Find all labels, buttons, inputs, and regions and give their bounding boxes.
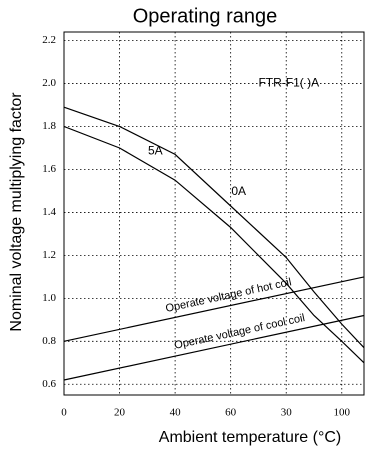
series-line xyxy=(63,125,365,364)
y-tick-label: 1.2 xyxy=(42,249,56,261)
series-label: 0A xyxy=(231,184,246,198)
annotation: FTR-F1( )A xyxy=(258,76,319,90)
x-axis-label: Ambient temperature (°C) xyxy=(159,429,341,446)
y-tick-label: 0.8 xyxy=(42,335,56,347)
y-tick-label: 2.2 xyxy=(42,34,56,46)
y-tick-label: 1.6 xyxy=(42,163,56,175)
x-tick-label: 100 xyxy=(334,407,351,419)
series-line xyxy=(63,276,365,342)
y-tick-label: 1.4 xyxy=(42,206,56,218)
x-tick-label: 60 xyxy=(225,407,237,419)
y-axis-label: Nominal voltage multiplying factor xyxy=(8,92,25,332)
y-tick-label: 0.6 xyxy=(42,378,56,390)
series-line xyxy=(63,106,365,349)
y-tick-label: 2.0 xyxy=(42,77,56,89)
x-tick-label: 40 xyxy=(170,407,182,419)
series-label: Operate voltage of hot coil xyxy=(165,276,293,315)
series-label: 5A xyxy=(148,143,163,157)
y-tick-label: 1.0 xyxy=(42,292,56,304)
chart-title: Operating range xyxy=(133,5,278,27)
x-tick-label: 20 xyxy=(114,407,126,419)
series-line xyxy=(63,314,365,381)
x-tick-label: 0 xyxy=(61,407,67,419)
x-tick-label: 30 xyxy=(281,407,293,419)
y-tick-label: 1.8 xyxy=(42,120,56,132)
